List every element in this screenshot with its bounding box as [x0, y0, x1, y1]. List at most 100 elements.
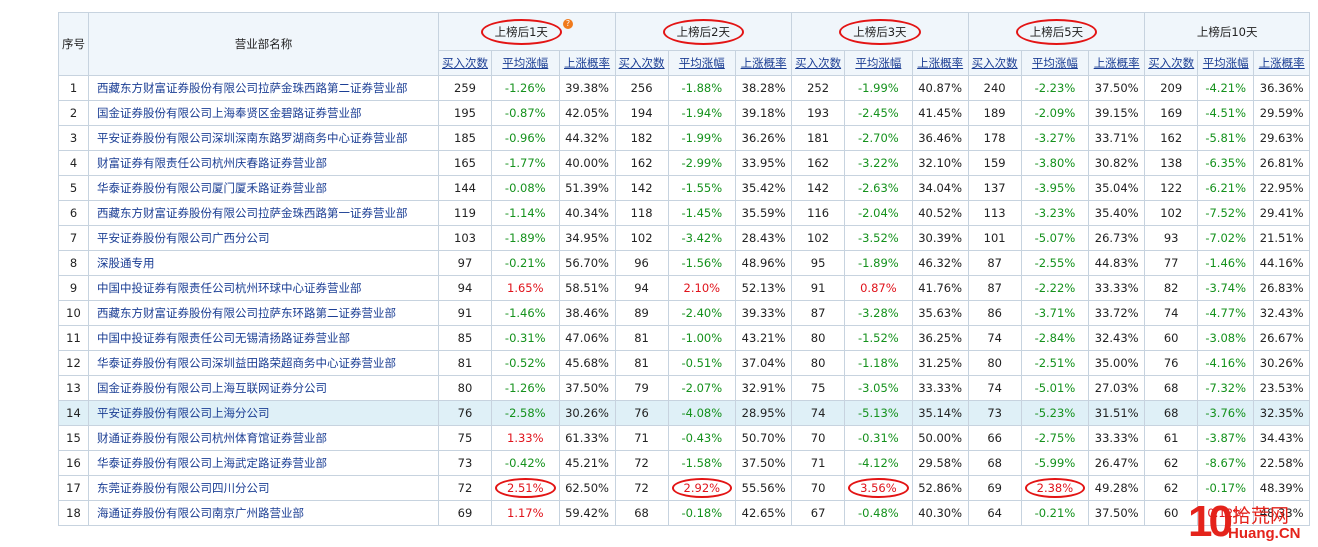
- table-row: 14 平安证券股份有限公司上海分公司 76 -2.58% 30.26% 76 -4.08% 2…: [58, 400, 1311, 426]
- avg-gain-cell: -5.23%: [1020, 400, 1090, 426]
- up-prob-cell: 30.39%: [911, 225, 969, 251]
- buy-count-cell: 66: [967, 425, 1022, 451]
- avg-gain-cell: -5.13%: [844, 400, 913, 426]
- buy-count-cell: 162: [791, 150, 846, 176]
- up-prob-cell: 32.35%: [1253, 400, 1311, 426]
- broker-name-link[interactable]: 东莞证券股份有限公司四川分公司: [88, 475, 439, 501]
- up-prob-cell: 22.58%: [1253, 450, 1311, 476]
- buy-count-sort-link[interactable]: 买入次数: [971, 56, 1018, 70]
- avg-gain-cell: -2.55%: [1020, 250, 1090, 276]
- avg-gain-sort-link[interactable]: 平均涨幅: [1202, 56, 1249, 70]
- buy-count-cell: 71: [791, 450, 846, 476]
- buy-count-sort-link[interactable]: 买入次数: [442, 56, 488, 70]
- broker-name-link[interactable]: 西藏东方财富证券股份有限公司拉萨金珠西路第二证券营业部: [88, 75, 439, 101]
- broker-name-link[interactable]: 平安证券股份有限公司深圳深南东路罗湖商务中心证券营业部: [88, 125, 439, 151]
- buy-count-cell: 79: [614, 375, 669, 401]
- up-prob-cell: 26.67%: [1253, 325, 1311, 351]
- up-prob-sort-link[interactable]: 上涨概率: [564, 56, 611, 70]
- avg-gain-cell: -5.99%: [1020, 450, 1090, 476]
- up-prob-cell: 59.42%: [558, 500, 616, 526]
- avg-gain-sort-link[interactable]: 平均涨幅: [502, 56, 549, 70]
- avg-gain-sort-link[interactable]: 平均涨幅: [855, 56, 902, 70]
- up-prob-cell: 37.50%: [1088, 500, 1146, 526]
- up-prob-cell: 55.56%: [735, 475, 793, 501]
- annotation-circle: 2.38%: [1024, 478, 1086, 498]
- avg-gain-sort-link[interactable]: 平均涨幅: [1031, 56, 1078, 70]
- avg-gain-cell: -1.89%: [844, 250, 913, 276]
- watermark-domain: Huang.CN: [1228, 525, 1301, 542]
- period-header-1d: 上榜后1天?: [438, 12, 616, 51]
- buy-count-sort-link[interactable]: 买入次数: [618, 56, 665, 70]
- buy-count-cell: 182: [614, 125, 669, 151]
- table-row: 5 华泰证券股份有限公司厦门厦禾路证券营业部 144 -0.08% 51.39% 142-…: [58, 175, 1311, 201]
- up-prob-cell: 52.13%: [735, 275, 793, 301]
- broker-name-link[interactable]: 华泰证券股份有限公司厦门厦禾路证券营业部: [88, 175, 439, 201]
- row-seq: 7: [58, 225, 89, 251]
- broker-name-link[interactable]: 平安证券股份有限公司广西分公司: [88, 225, 439, 251]
- buy-count-cell: 162: [1144, 125, 1199, 151]
- buy-count-cell: 102: [1144, 200, 1199, 226]
- avg-gain-cell: -2.84%: [1020, 325, 1090, 351]
- broker-name-link[interactable]: 中国中投证券有限责任公司杭州环球中心证券营业部: [88, 275, 439, 301]
- buy-count-cell: 69: [438, 500, 492, 526]
- buy-count-cell: 87: [791, 300, 846, 326]
- up-prob-sort-link[interactable]: 上涨概率: [740, 56, 787, 70]
- buy-count-cell: 259: [438, 75, 492, 101]
- broker-name-link[interactable]: 华泰证券股份有限公司深圳益田路荣超商务中心证券营业部: [88, 350, 439, 376]
- broker-name-link[interactable]: 平安证券股份有限公司上海分公司: [88, 400, 439, 426]
- annotation-circle: 3.56%: [848, 478, 909, 498]
- broker-name-link[interactable]: 西藏东方财富证券股份有限公司拉萨金珠西路第一证券营业部: [88, 200, 439, 226]
- avg-gain-cell: -3.08%: [1197, 325, 1255, 351]
- up-prob-cell: 37.04%: [735, 350, 793, 376]
- up-prob-cell: 38.46%: [558, 300, 616, 326]
- site-watermark: 10 拾荒网 Huang.CN: [1188, 497, 1318, 547]
- avg-gain-cell: -1.46%: [491, 300, 560, 326]
- buy-count-cell: 80: [438, 375, 492, 401]
- buy-count-cell: 75: [438, 425, 492, 451]
- up-prob-sort-link[interactable]: 上涨概率: [917, 56, 964, 70]
- avg-gain-sort-link[interactable]: 平均涨幅: [678, 56, 725, 70]
- broker-name-link[interactable]: 深股通专用: [88, 250, 439, 276]
- table-row: 16 华泰证券股份有限公司上海武定路证券营业部 73 -0.42% 45.21% 72 -1…: [58, 450, 1311, 476]
- avg-gain-cell: -1.77%: [491, 150, 560, 176]
- broker-name-link[interactable]: 中国中投证券有限责任公司无锡清扬路证券营业部: [88, 325, 439, 351]
- broker-name-link[interactable]: 华泰证券股份有限公司上海武定路证券营业部: [88, 450, 439, 476]
- up-prob-cell: 50.00%: [911, 425, 969, 451]
- up-prob-cell: 37.50%: [558, 375, 616, 401]
- buy-count-cell: 194: [614, 100, 669, 126]
- watermark-site-name: 拾荒网: [1232, 506, 1290, 527]
- table-row: 13 国金证券股份有限公司上海互联网证券分公司 80 -1.26% 37.50% 79 -2…: [58, 375, 1311, 401]
- broker-name-link[interactable]: 西藏东方财富证券股份有限公司拉萨东环路第二证券营业部: [88, 300, 439, 326]
- period-header-5d: 上榜后5天: [967, 12, 1146, 51]
- up-prob-cell: 48.96%: [735, 250, 793, 276]
- table-row: 8 深股通专用 97 -0.21% 56.70% 96 -1.56% 48.96% 95 -1.8…: [58, 250, 1311, 276]
- table-row: 12 华泰证券股份有限公司深圳益田路荣超商务中心证券营业部 81 -0.52% 45.6…: [58, 350, 1311, 376]
- broker-name-link[interactable]: 海通证券股份有限公司南京广州路营业部: [88, 500, 439, 526]
- broker-name-link[interactable]: 国金证券股份有限公司上海奉贤区金碧路证券营业部: [88, 100, 439, 126]
- up-prob-sort-link[interactable]: 上涨概率: [1258, 56, 1305, 70]
- up-prob-cell: 33.33%: [911, 375, 969, 401]
- buy-count-sort-link[interactable]: 买入次数: [795, 56, 842, 70]
- broker-name-link[interactable]: 财富证券有限责任公司杭州庆春路证券营业部: [88, 150, 439, 176]
- buy-count-sort-link[interactable]: 买入次数: [1148, 56, 1195, 70]
- avg-gain-cell: -3.80%: [1020, 150, 1090, 176]
- buy-count-cell: 209: [1144, 75, 1199, 101]
- row-seq: 18: [58, 500, 89, 526]
- up-prob-cell: 39.18%: [735, 100, 793, 126]
- buy-count-cell: 74: [791, 400, 846, 426]
- avg-gain-cell: -6.21%: [1197, 175, 1255, 201]
- metric-header: 上涨概率: [558, 50, 616, 76]
- up-prob-sort-link[interactable]: 上涨概率: [1093, 56, 1140, 70]
- up-prob-cell: 34.43%: [1253, 425, 1311, 451]
- up-prob-cell: 41.45%: [911, 100, 969, 126]
- broker-name-link[interactable]: 国金证券股份有限公司上海互联网证券分公司: [88, 375, 439, 401]
- buy-count-cell: 165: [438, 150, 492, 176]
- up-prob-cell: 27.03%: [1088, 375, 1146, 401]
- help-icon[interactable]: ?: [562, 18, 573, 29]
- avg-gain-cell: -3.22%: [844, 150, 913, 176]
- avg-gain-cell: -4.08%: [667, 400, 737, 426]
- buy-count-cell: 76: [614, 400, 669, 426]
- broker-name-link[interactable]: 财通证券股份有限公司杭州体育馆证券营业部: [88, 425, 439, 451]
- buy-count-cell: 96: [614, 250, 669, 276]
- table-row: 6 西藏东方财富证券股份有限公司拉萨金珠西路第一证券营业部 119 -1.14% 40.…: [58, 200, 1311, 226]
